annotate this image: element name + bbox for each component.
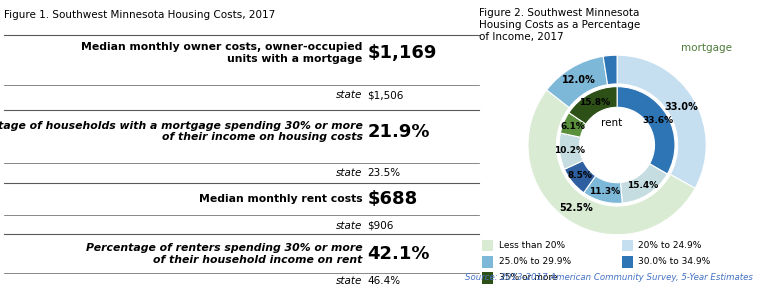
Wedge shape [617, 87, 675, 174]
Text: Percentage of households with a mortgage spending 30% or more
of their income on: Percentage of households with a mortgage… [0, 121, 363, 142]
Wedge shape [603, 55, 617, 85]
Text: 25.0% to 29.9%: 25.0% to 29.9% [499, 257, 571, 266]
Text: 15.8%: 15.8% [579, 98, 610, 107]
FancyBboxPatch shape [622, 256, 633, 268]
Text: rent: rent [601, 117, 622, 128]
Text: Figure 2. Southwest Minnesota
Housing Costs as a Percentage
of Income, 2017: Figure 2. Southwest Minnesota Housing Co… [479, 8, 640, 42]
Wedge shape [559, 133, 583, 169]
Text: Source: 2013-2017 American Community Survey, 5-Year Estimates: Source: 2013-2017 American Community Sur… [465, 273, 752, 282]
Text: 6.1%: 6.1% [561, 122, 585, 131]
Text: 8.5%: 8.5% [568, 171, 593, 180]
Text: state: state [336, 90, 363, 100]
Text: 52.5%: 52.5% [559, 203, 593, 213]
Text: Less than 20%: Less than 20% [499, 241, 565, 250]
Wedge shape [584, 176, 622, 203]
Wedge shape [528, 90, 695, 235]
Text: 33.6%: 33.6% [643, 116, 674, 126]
FancyBboxPatch shape [482, 256, 493, 268]
Text: Median monthly owner costs, owner-occupied
units with a mortgage: Median monthly owner costs, owner-occupi… [81, 42, 363, 64]
Text: Median monthly rent costs: Median monthly rent costs [199, 194, 363, 204]
Text: $1,506: $1,506 [367, 90, 404, 100]
Text: state: state [336, 276, 363, 287]
FancyBboxPatch shape [482, 240, 493, 251]
Wedge shape [568, 87, 617, 124]
Text: 23.5%: 23.5% [367, 168, 401, 178]
FancyBboxPatch shape [482, 272, 493, 284]
Text: state: state [336, 168, 363, 178]
Text: 11.3%: 11.3% [589, 187, 620, 196]
Wedge shape [620, 164, 667, 203]
FancyBboxPatch shape [622, 240, 633, 251]
Wedge shape [560, 113, 586, 137]
Text: $906: $906 [367, 221, 394, 231]
Wedge shape [617, 55, 706, 188]
Text: Percentage of renters spending 30% or more
of their household income on rent: Percentage of renters spending 30% or mo… [86, 243, 363, 265]
Text: $688: $688 [367, 190, 417, 208]
Text: 35% or more: 35% or more [499, 273, 557, 282]
Text: $1,169: $1,169 [367, 44, 436, 62]
Text: mortgage: mortgage [682, 43, 732, 53]
Text: 15.4%: 15.4% [627, 181, 658, 190]
Text: 21.9%: 21.9% [367, 123, 430, 141]
Text: 42.1%: 42.1% [367, 245, 430, 263]
Text: 30.0% to 34.9%: 30.0% to 34.9% [638, 257, 710, 266]
Text: Figure 1. Southwest Minnesota Housing Costs, 2017: Figure 1. Southwest Minnesota Housing Co… [4, 10, 275, 20]
Text: 20% to 24.9%: 20% to 24.9% [638, 241, 702, 250]
Text: 10.2%: 10.2% [554, 146, 585, 155]
Wedge shape [546, 56, 608, 108]
Text: 46.4%: 46.4% [367, 276, 401, 287]
Text: 33.0%: 33.0% [665, 102, 698, 112]
Text: 12.0%: 12.0% [562, 75, 596, 85]
Text: state: state [336, 221, 363, 231]
Wedge shape [565, 161, 596, 193]
